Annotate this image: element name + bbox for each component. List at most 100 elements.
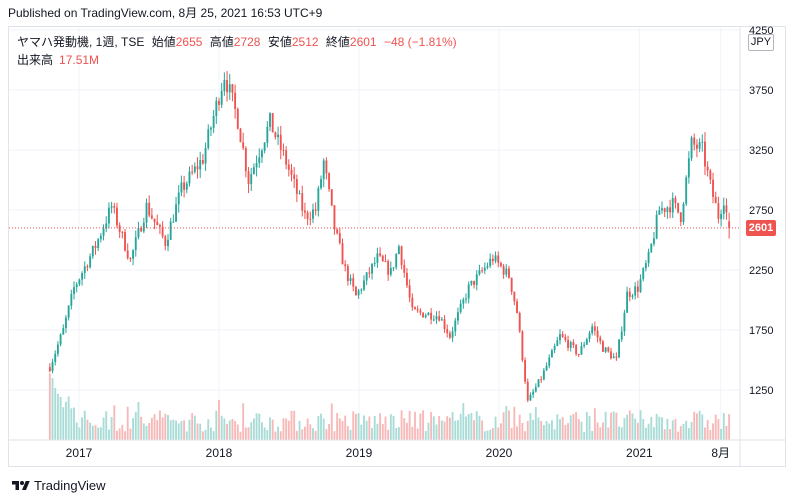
volume-bar (623, 417, 626, 440)
time-tick-label: 2017 (66, 446, 93, 460)
volume-bar (301, 429, 304, 440)
volume-bar (336, 413, 339, 440)
volume-bar (591, 430, 594, 440)
candle-body (658, 210, 661, 215)
volume-bar (636, 422, 639, 440)
candle-body (457, 312, 459, 321)
candle-body (529, 394, 532, 401)
volume-bar (83, 410, 86, 440)
volume-bar (701, 414, 704, 440)
candle-body (446, 328, 449, 334)
volume-bar (663, 429, 666, 440)
candle-body (303, 210, 306, 213)
candle-body (156, 221, 159, 226)
change-value: −48 (−1.81%) (383, 35, 457, 49)
volume-bar (196, 423, 199, 440)
volume-bar (508, 410, 510, 440)
volume-bar (693, 411, 696, 440)
candle-body (725, 205, 728, 213)
candle-body (89, 256, 92, 268)
volume-legend: 出来高 17.51M (17, 51, 99, 68)
volume-label: 出来高 (17, 53, 54, 67)
candle-body (470, 280, 473, 285)
candle-body (666, 207, 669, 212)
volume-bar (679, 426, 682, 440)
volume-bar (317, 415, 320, 440)
candle-body (261, 150, 263, 158)
volume-bar (674, 418, 677, 440)
tradingview-logo-icon (12, 480, 30, 490)
volume-bar (486, 430, 489, 440)
volume-bar (465, 416, 467, 440)
volume-bar (132, 418, 135, 440)
candle-body (360, 289, 363, 291)
candle-body (161, 226, 164, 237)
candle-body (701, 141, 704, 143)
volume-bar (567, 423, 569, 440)
volume-bar (126, 406, 129, 440)
volume-bar (129, 428, 132, 440)
volume-bar (438, 415, 441, 440)
candle-body (604, 347, 607, 352)
candle-body (199, 160, 202, 170)
volume-bar (454, 420, 457, 440)
candle-body (207, 129, 210, 148)
candle-body (379, 253, 382, 256)
candle-body (271, 113, 274, 133)
volume-bar (430, 412, 433, 440)
volume-bar (424, 431, 427, 440)
volume-bar (309, 424, 312, 440)
volume-bar (376, 423, 379, 440)
candle-body (188, 171, 191, 184)
candle-body (427, 312, 430, 316)
volume-bar (153, 414, 156, 440)
candle-body (312, 209, 314, 219)
volume-bar (510, 427, 513, 440)
open-value: 2655 (175, 35, 203, 49)
candle-body (201, 160, 204, 164)
chart-frame[interactable] (8, 26, 786, 467)
volume-bar (287, 420, 290, 440)
volume-bar (491, 427, 494, 440)
volume-bar (644, 427, 647, 440)
volume-bar (70, 408, 73, 440)
candle-body (212, 115, 215, 128)
candle-body (75, 284, 78, 288)
candle-body (580, 346, 583, 355)
candle-body (384, 261, 387, 263)
symbol-label: ヤマハ発動機, 1週, TSE (17, 35, 145, 49)
candle-body (653, 238, 655, 244)
candle-body (588, 333, 591, 340)
volume-bar (349, 429, 352, 440)
volume-bar (59, 397, 62, 440)
tradingview-brand[interactable]: TradingView (12, 478, 106, 493)
candle-body (247, 171, 250, 185)
volume-bar (593, 408, 596, 440)
candle-body (440, 319, 443, 321)
volume-bar (255, 413, 258, 440)
candle-body (486, 266, 489, 268)
volume-bar (231, 418, 234, 440)
candle-body (720, 213, 723, 219)
volume-bar (269, 417, 271, 440)
volume-bar (583, 431, 586, 440)
candle-body (226, 79, 228, 93)
volume-bar (540, 421, 543, 440)
volume-bar (113, 405, 116, 440)
candle-body (56, 344, 59, 354)
volume-bar (381, 424, 384, 440)
candle-body (336, 229, 339, 234)
volume-bar (193, 415, 196, 440)
candle-body (239, 128, 242, 143)
candle-body (634, 286, 637, 296)
currency-button[interactable]: JPY (748, 34, 774, 51)
candle-body (545, 365, 548, 371)
candle-body (105, 223, 108, 229)
candle-body (263, 142, 266, 151)
candle-body (408, 285, 411, 298)
candle-body (376, 253, 379, 263)
volume-bar (569, 415, 572, 440)
volume-bar (99, 427, 102, 440)
volume-value: 17.51M (59, 53, 100, 67)
